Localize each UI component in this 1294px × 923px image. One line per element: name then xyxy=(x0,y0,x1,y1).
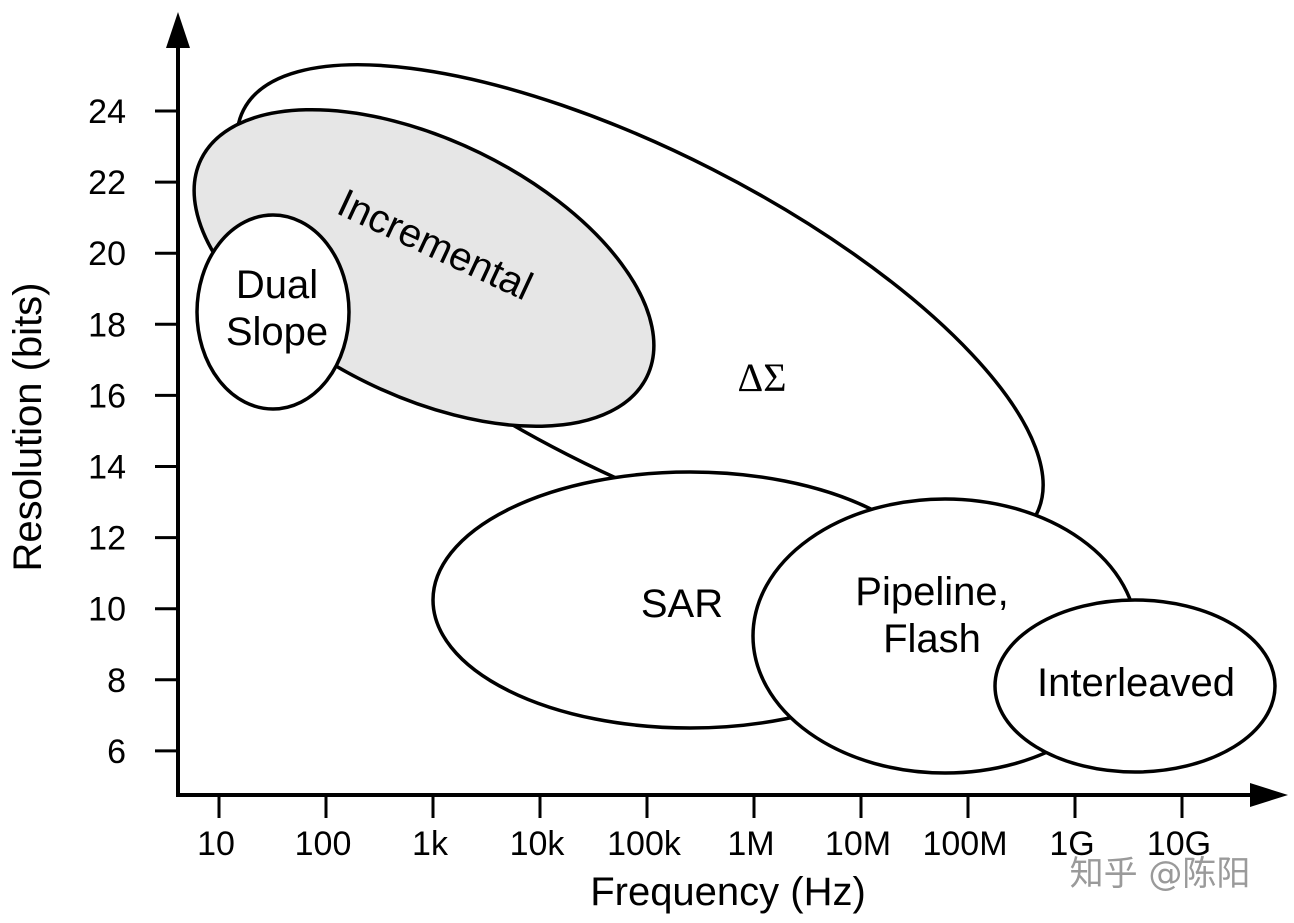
interleaved-region xyxy=(993,598,1277,774)
dual-slope-label-2: Slope xyxy=(226,310,328,354)
x-tick-label: 1k xyxy=(412,825,449,863)
y-tick-label: 20 xyxy=(88,235,126,273)
x-tick-label: 100 xyxy=(295,825,352,863)
dual-slope-region xyxy=(195,213,351,411)
x-tick-label: 10G xyxy=(1147,825,1211,863)
x-tick-label: 100M xyxy=(922,825,1007,863)
y-axis-arrow xyxy=(166,12,190,48)
dual-slope-label-1: Dual xyxy=(236,263,318,307)
watermark: 知乎 @陈阳 xyxy=(1070,854,1251,894)
y-tick-label: 14 xyxy=(88,449,126,487)
x-tick-label: 100k xyxy=(607,825,682,863)
x-tick-label: 10 xyxy=(197,825,235,863)
y-tick-label: 24 xyxy=(88,93,126,131)
sar-label: SAR xyxy=(641,582,723,626)
x-ticks: 10 100 1k 10k 100k 1M 10M 100M 1G 10G xyxy=(197,795,1211,863)
interleaved-label: Interleaved xyxy=(1037,661,1235,705)
y-tick-label: 22 xyxy=(88,164,126,202)
x-axis-arrow xyxy=(1250,783,1288,807)
y-tick-label: 10 xyxy=(88,591,126,629)
pipeline-label: Pipeline, xyxy=(855,570,1008,614)
y-tick-label: 12 xyxy=(88,520,126,558)
x-tick-label: 1G xyxy=(1049,825,1094,863)
x-tick-label: 10k xyxy=(510,825,566,863)
y-tick-label: 18 xyxy=(88,306,126,344)
x-axis-label: Frequency (Hz) xyxy=(590,870,866,914)
delta-sigma-label: ΔΣ xyxy=(737,355,786,400)
y-tick-label: 16 xyxy=(88,377,126,415)
x-tick-label: 1M xyxy=(727,825,774,863)
x-tick-label: 10M xyxy=(825,825,891,863)
y-axis-label: Resolution (bits) xyxy=(6,282,50,571)
flash-label: Flash xyxy=(883,617,981,661)
y-ticks: 24 22 20 18 16 14 12 10 8 6 xyxy=(88,93,178,771)
y-tick-label: 6 xyxy=(107,733,126,771)
y-tick-label: 8 xyxy=(107,662,126,700)
